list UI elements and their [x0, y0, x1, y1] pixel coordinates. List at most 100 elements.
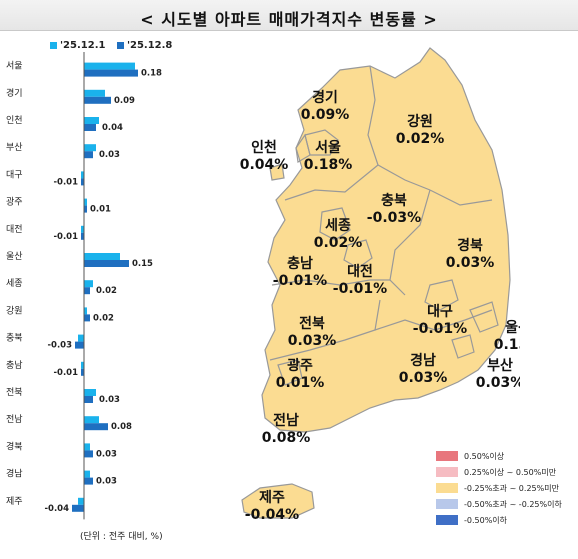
value-label: 0.15: [132, 259, 153, 269]
region-value: 0.18%: [304, 157, 353, 173]
region-name: 대구: [427, 304, 453, 320]
bar-legend: '25.12.1 '25.12.8: [50, 40, 180, 51]
region-name: 경기: [312, 89, 338, 106]
bar-series1: [84, 470, 90, 478]
bar-series2: [84, 450, 93, 458]
region-name: 대전: [347, 263, 373, 280]
category-label: 제주: [6, 496, 23, 507]
border-jeonbuk-jeonnam: [269, 299, 381, 361]
region-name: 세종: [325, 218, 351, 234]
bar-series1: [84, 280, 93, 288]
legend-label-series2: '25.12.8: [126, 40, 173, 51]
category-label: 광주: [6, 196, 23, 208]
value-label: 0.18: [141, 69, 162, 79]
unit-note: (단위 : 전주 대비, %): [80, 532, 163, 542]
bar-series2: [84, 124, 96, 131]
value-label: 0.03: [96, 477, 117, 487]
category-label: 인천: [6, 115, 23, 126]
border-incheon: [295, 133, 311, 163]
map-legend-swatch: [436, 499, 458, 509]
bar-series1: [84, 443, 90, 451]
bar-series2: [81, 232, 84, 240]
border-chungnam-jeonbuk: [271, 279, 390, 286]
category-label: 충남: [6, 360, 23, 371]
border-daegu: [424, 279, 459, 311]
border-sejong: [319, 207, 351, 241]
bar-series2: [84, 96, 111, 104]
bar-series1: [84, 117, 99, 124]
map-regions: [241, 47, 511, 519]
category-label: 전남: [6, 414, 23, 425]
region-name: 인천: [251, 139, 277, 156]
map-legend-swatch: [436, 467, 458, 477]
region-name: 제주: [259, 490, 285, 506]
border-gyeonggi-chung: [284, 164, 431, 201]
value-label: 0.02: [96, 286, 117, 296]
bar-series1: [84, 89, 105, 97]
border-busan: [451, 334, 475, 359]
chart-title: < 시도별 아파트 매매가격지수 변동률 >: [140, 10, 438, 29]
value-label: 0.03: [96, 449, 117, 459]
bar-series2: [84, 477, 93, 485]
border-ulsan: [469, 301, 499, 333]
title-bar: [0, 0, 578, 31]
region-value: 0.03%: [476, 375, 520, 391]
legend-swatch-series1: [50, 41, 57, 49]
value-label: -0.01: [54, 177, 79, 187]
bar-series2: [72, 504, 84, 512]
map-legend-swatch: [436, 483, 458, 493]
value-label: 0.08: [111, 422, 132, 432]
bar-series1: [84, 198, 87, 206]
value-label: 0.09: [114, 96, 135, 106]
bar-series1: [84, 62, 135, 70]
border-gwangju: [277, 359, 303, 386]
bar-series2: [75, 341, 84, 349]
region-value: 0.02%: [314, 235, 363, 251]
border-gyeonggi-gangwon: [367, 65, 379, 166]
region-value: 0.03%: [446, 255, 495, 271]
region-value: 0.15%: [494, 337, 520, 353]
region-value: -0.01%: [273, 273, 327, 289]
bar-series1: [84, 253, 120, 260]
value-label: 0.04: [102, 123, 123, 133]
border-gyeongnam: [374, 309, 493, 331]
region-name: 서울: [315, 139, 341, 156]
category-label: 대전: [6, 224, 23, 235]
border-chungbuk-gyeongbuk: [389, 189, 431, 296]
region-value: 0.09%: [301, 107, 350, 123]
bar-series1: [84, 144, 96, 152]
map-legend-label: -0.50%초과 ~ -0.25%이하: [464, 500, 562, 509]
region-value: -0.01%: [413, 321, 467, 337]
region-name: 충북: [381, 193, 407, 209]
region-value: 0.01%: [276, 375, 325, 391]
category-label: 경남: [6, 468, 23, 480]
region-value: 0.03%: [399, 370, 448, 386]
bar-series1: [81, 171, 84, 179]
map-legend-swatch: [436, 451, 458, 461]
category-label: 경기: [6, 87, 23, 99]
value-label: -0.03: [48, 341, 73, 351]
island-ganghwa: [269, 163, 285, 181]
region-name: 전남: [273, 412, 299, 429]
bar-series2: [84, 69, 138, 77]
region-name: 부산: [487, 357, 513, 374]
bar-series2: [81, 178, 84, 186]
category-label: 경북: [6, 440, 23, 452]
map-legend-swatch: [436, 515, 458, 525]
region-value: 0.03%: [288, 333, 337, 349]
value-label: 0.01: [90, 205, 111, 215]
value-label: 0.02: [93, 313, 114, 323]
region-name: 경남: [410, 352, 436, 369]
legend-item-series2: '25.12.8: [116, 40, 173, 51]
bar-series2: [84, 151, 93, 159]
korea-map: 경기0.09%서울0.18%인천0.04%강원0.02%충북-0.03%세종0.…: [240, 47, 520, 523]
category-label: 울산: [6, 251, 23, 262]
bar-series2: [84, 287, 90, 295]
border-gangwon-south: [429, 189, 493, 206]
value-label: -0.04: [45, 504, 70, 514]
legend-label-series1: '25.12.1: [60, 40, 106, 51]
category-label: 서울: [6, 61, 23, 72]
category-label: 부산: [6, 142, 23, 153]
region-value: 0.04%: [240, 157, 289, 173]
category-label: 세종: [6, 278, 23, 289]
